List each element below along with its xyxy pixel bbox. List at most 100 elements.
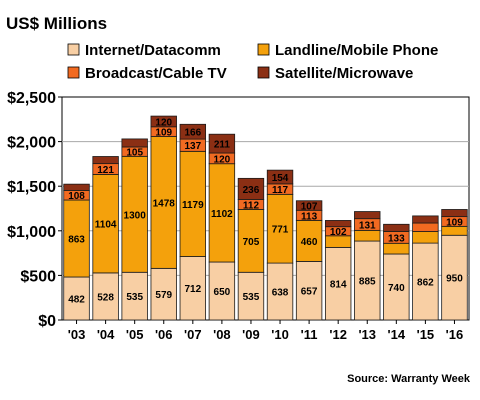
data-label: 814 — [330, 280, 347, 291]
bar-segment — [354, 211, 381, 220]
bar-segment — [92, 174, 119, 274]
legend-label: Internet/Datacomm — [85, 42, 221, 59]
data-label: 1179 — [182, 200, 204, 211]
x-tick-label: '14 — [388, 327, 406, 342]
bar-segment — [295, 219, 323, 262]
x-tick-label: '03 — [68, 327, 86, 342]
bar-segment — [237, 177, 265, 200]
data-label: 137 — [184, 141, 201, 152]
data-label: 1102 — [211, 209, 233, 220]
legend-swatch — [67, 66, 80, 79]
bar-segment — [266, 169, 294, 185]
bar-segment — [150, 115, 177, 128]
data-label: 705 — [243, 237, 260, 248]
data-label: 154 — [272, 173, 289, 184]
bar-segment — [354, 229, 381, 242]
bar-segment — [179, 123, 207, 140]
x-tick-label: '16 — [446, 327, 464, 342]
data-label: 109 — [446, 217, 463, 228]
data-label: 117 — [272, 185, 289, 196]
bar-segment — [208, 163, 236, 263]
data-label: 102 — [330, 227, 347, 238]
data-label: 1104 — [95, 220, 117, 231]
data-label: 211 — [214, 140, 231, 151]
data-label: 131 — [359, 221, 376, 232]
data-label: 133 — [388, 233, 405, 244]
bar-segment — [121, 138, 148, 148]
data-label: 108 — [68, 191, 85, 202]
bar-segment — [266, 193, 294, 264]
legend-label: Satellite/Microwave — [275, 65, 413, 82]
data-label: 862 — [417, 278, 434, 289]
x-tick-label: '09 — [242, 327, 260, 342]
bar-segment — [383, 223, 410, 232]
legend-swatch — [257, 43, 270, 56]
bar-segment — [237, 208, 265, 273]
data-label: 657 — [301, 287, 318, 298]
bar-segment — [295, 200, 323, 211]
data-label: 120 — [214, 154, 231, 165]
bar-segment — [412, 231, 439, 244]
y-tick-label: $1,500 — [7, 179, 56, 196]
bar-segment — [208, 261, 236, 321]
x-tick-label: '15 — [417, 327, 435, 342]
data-label: 638 — [272, 288, 289, 299]
plot-area: $0 $500 $1,000 $1,500 $2,000 $2,500 482 863 108 '… — [7, 90, 470, 342]
y-tick-label: $1,000 — [7, 224, 56, 241]
legend-swatch — [67, 43, 80, 56]
data-label: 712 — [184, 284, 201, 295]
data-label: 120 — [155, 117, 172, 128]
data-label: 950 — [446, 274, 463, 285]
bar-segment — [324, 220, 352, 228]
x-tick-label: '04 — [97, 327, 115, 342]
data-label: 121 — [97, 165, 114, 176]
data-label: 885 — [359, 277, 376, 288]
x-tick-label: '10 — [271, 327, 289, 342]
y-tick-label: $500 — [20, 268, 56, 285]
legend-swatch — [257, 66, 270, 79]
source-note: Source: Warranty Week — [347, 373, 471, 385]
x-tick-label: '08 — [213, 327, 231, 342]
data-label: 236 — [243, 185, 260, 196]
data-label: 771 — [272, 225, 289, 236]
data-label: 535 — [126, 292, 143, 303]
bar-segment — [63, 183, 90, 191]
x-tick-label: '13 — [358, 327, 376, 342]
bar-segment — [63, 199, 90, 278]
chart-title: US$ Millions — [6, 14, 107, 33]
bar-segment — [150, 136, 177, 269]
bar-segment — [295, 260, 323, 321]
data-label: 579 — [155, 290, 172, 301]
bar-segment — [441, 209, 468, 218]
data-label: 107 — [301, 202, 318, 213]
x-tick-label: '07 — [184, 327, 202, 342]
bar-segment — [383, 242, 410, 255]
y-tick-label: $0 — [38, 313, 56, 330]
data-label: 863 — [68, 235, 85, 246]
data-label: 113 — [301, 211, 318, 222]
bar-segment — [179, 150, 207, 257]
data-label: 528 — [97, 292, 114, 303]
data-label: 535 — [243, 292, 260, 303]
data-label: 650 — [214, 287, 231, 298]
bar-segment — [324, 246, 352, 321]
data-label: 460 — [301, 237, 318, 248]
data-label: 482 — [68, 295, 85, 306]
y-tick-label: $2,500 — [7, 90, 56, 107]
x-tick-label: '05 — [126, 327, 144, 342]
data-label: 1300 — [124, 210, 147, 221]
x-tick-label: '06 — [155, 327, 173, 342]
x-tick-label: '11 — [301, 327, 318, 342]
data-label: 105 — [126, 148, 143, 159]
data-label: 1478 — [153, 198, 176, 209]
bar-segment — [412, 222, 439, 232]
legend: Internet/Datacomm Landline/Mobile Phone Br… — [67, 42, 438, 82]
bar-segment — [92, 156, 119, 165]
legend-label: Broadcast/Cable TV — [85, 65, 227, 82]
legend-label: Landline/Mobile Phone — [275, 42, 438, 59]
data-label: 740 — [388, 283, 405, 294]
bar-segment — [412, 215, 439, 224]
data-label: 112 — [243, 200, 260, 211]
data-label: 109 — [155, 128, 172, 139]
